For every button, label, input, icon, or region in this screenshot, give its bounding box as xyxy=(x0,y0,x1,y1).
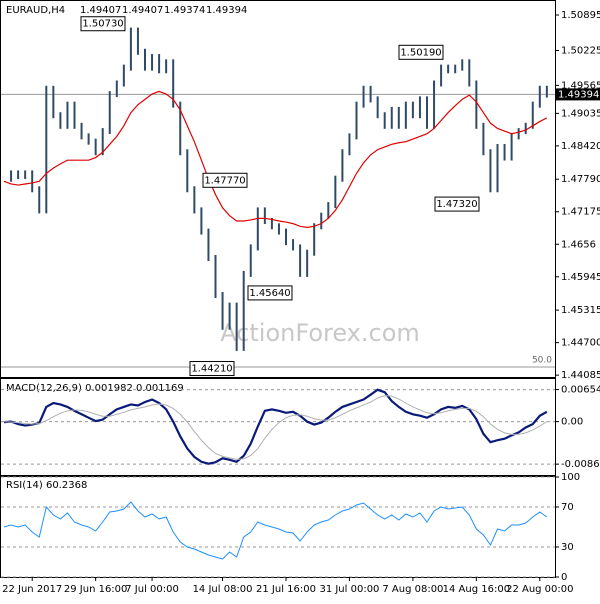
x-tick-label: 29 Jun 16:00 xyxy=(64,584,128,595)
y-tick-label: 0.006542 xyxy=(561,385,600,396)
annotation-label: 1.45640 xyxy=(249,288,290,299)
y-tick-label: 1.47175 xyxy=(561,207,600,218)
macd-line xyxy=(3,388,548,465)
y-tick-label: 1.45315 xyxy=(561,305,600,316)
x-tick-label: 31 Jul 00:00 xyxy=(319,584,379,595)
ohlc-value: 1.49374 xyxy=(164,5,205,16)
x-tick-label: 22 Jun 2017 xyxy=(2,584,62,595)
annotation-box xyxy=(434,196,480,212)
annotation-box xyxy=(247,285,293,301)
y-tick-label: 70 xyxy=(561,502,574,513)
y-tick-label: 1.4656 xyxy=(561,239,596,250)
symbol: EURAUD,H4 xyxy=(6,5,65,16)
annotation-label: 1.50730 xyxy=(82,19,123,30)
x-tick-label: 14 Aug 16:00 xyxy=(443,584,510,595)
ohlc-value: 1.49407 xyxy=(80,5,121,16)
annotation-label: 1.50190 xyxy=(400,47,441,58)
annotation-label: 1.47320 xyxy=(436,199,477,210)
macd-title: MACD(12,26,9) 0.001982 0.001169 xyxy=(6,383,184,394)
ohlc-value: 1.49407 xyxy=(122,5,163,16)
y-tick-label: 1.50225 xyxy=(561,45,600,56)
x-tick-label: 22 Aug 00:00 xyxy=(506,584,573,595)
rsi-panel xyxy=(0,476,556,578)
y-tick-label: 1.49565 xyxy=(561,80,600,91)
y-tick-label: 1.49035 xyxy=(561,108,600,119)
macd-line xyxy=(3,395,548,460)
x-tick-label: 21 Jul 16:00 xyxy=(256,584,316,595)
y-tick-label: -0.008684 xyxy=(561,459,600,470)
y-tick-label: 1.48420 xyxy=(561,141,600,152)
annotation-box xyxy=(80,16,126,32)
annotation-box xyxy=(189,361,235,377)
watermark: ActionForex.com xyxy=(220,319,420,347)
annotation-label: 1.47770 xyxy=(204,175,245,186)
x-tick-label: 7 Jul 00:00 xyxy=(125,584,179,595)
x-tick-label: 7 Aug 08:00 xyxy=(382,584,443,595)
y-tick-label: 1.44085 xyxy=(561,370,600,381)
y-tick-label: 30 xyxy=(561,542,574,553)
y-tick-label: 1.44700 xyxy=(561,338,600,349)
moving-average xyxy=(3,90,548,228)
y-tick-label: 0.00 xyxy=(561,417,583,428)
y-tick-label: 100 xyxy=(561,472,580,483)
ohlc-value: 1.49394 xyxy=(206,5,247,16)
y-tick-label: 0 xyxy=(561,572,567,583)
level-label: 50.0 xyxy=(532,355,552,365)
last-price-label: 1.49394 xyxy=(558,89,599,100)
annotation-label: 1.44210 xyxy=(191,364,232,375)
last-price-tag xyxy=(556,88,600,101)
annotation-box xyxy=(202,172,248,188)
rsi-title: RSI(14) 60.2368 xyxy=(6,480,87,491)
rsi-line xyxy=(3,501,548,560)
annotation-box xyxy=(398,44,444,60)
macd-panel xyxy=(0,378,556,476)
x-tick-label: 14 Jul 08:00 xyxy=(193,584,253,595)
y-tick-label: 1.50895 xyxy=(561,10,600,21)
y-tick-label: 1.47790 xyxy=(561,174,600,185)
y-tick-label: 1.45945 xyxy=(561,272,600,283)
